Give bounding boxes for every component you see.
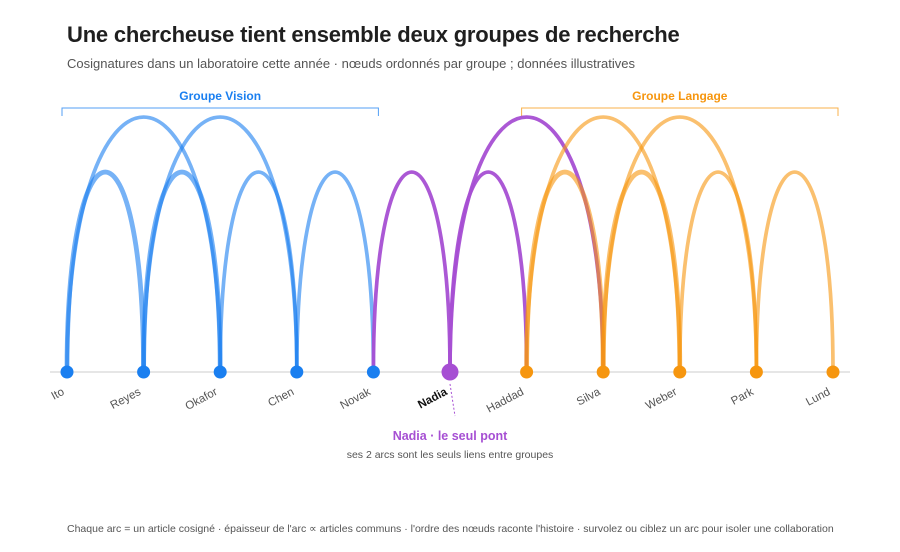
arc-novak-nadia[interactable]: [371, 170, 452, 374]
node-haddad[interactable]: [520, 365, 534, 379]
arcs-layer: [64, 115, 835, 375]
node-nadia[interactable]: [441, 363, 459, 381]
arc-reyes-chen[interactable]: [141, 115, 299, 374]
node-label-haddad: Haddad: [485, 386, 526, 416]
node-label-weber: Weber: [644, 386, 680, 412]
node-label-nadia: Nadia: [416, 386, 450, 412]
group-label-vision: Groupe Vision: [179, 89, 261, 103]
arc-silva-weber[interactable]: [600, 169, 683, 375]
nodes-layer: [60, 363, 840, 381]
group-bracket-vision: [61, 107, 379, 116]
group-label-langage: Groupe Langage: [632, 89, 728, 103]
node-label-reyes: Reyes: [109, 386, 144, 412]
node-park[interactable]: [749, 365, 763, 379]
node-label-park: Park: [729, 386, 756, 408]
group-bracket-langage: [521, 107, 839, 116]
arc-haddad-weber[interactable]: [524, 115, 682, 374]
arc-reyes-okafor[interactable]: [141, 169, 223, 375]
arc-haddad-silva[interactable]: [524, 169, 606, 375]
node-label-chen: Chen: [266, 386, 296, 410]
chart-footer: Chaque arc = un article cosigné · épaiss…: [67, 523, 834, 535]
node-label-novak: Novak: [338, 386, 373, 412]
node-label-silva: Silva: [575, 386, 603, 409]
arc-weber-park[interactable]: [677, 170, 759, 374]
node-label-okafor: Okafor: [183, 386, 219, 413]
node-label-ito: Ito: [49, 386, 66, 403]
labels-layer: Ito Reyes Okafor Chen Novak Nadia Haddad Silva W…: [49, 386, 832, 416]
node-okafor[interactable]: [213, 365, 227, 379]
chart-subtitle: Cosignatures dans un laboratoire cette a…: [67, 56, 636, 71]
callout-title: Nadia · le seul pont: [393, 429, 508, 443]
arc-okafor-chen[interactable]: [218, 170, 299, 374]
node-lund[interactable]: [826, 365, 840, 379]
arc-silva-park[interactable]: [601, 115, 759, 374]
node-ito[interactable]: [60, 365, 74, 379]
arc-chen-novak[interactable]: [294, 170, 376, 374]
node-reyes[interactable]: [137, 365, 151, 379]
chart-title: Une chercheuse tient ensemble deux group…: [67, 22, 680, 47]
node-novak[interactable]: [366, 365, 380, 379]
arc-ito-reyes[interactable]: [64, 169, 146, 375]
node-label-lund: Lund: [804, 386, 832, 409]
callout-leader-line: [449, 383, 456, 417]
arc-nadia-haddad[interactable]: [448, 170, 529, 374]
node-chen[interactable]: [290, 365, 304, 379]
group-brackets: Groupe Vision Groupe Langage: [61, 89, 839, 116]
arc-park-lund[interactable]: [754, 170, 835, 374]
node-silva[interactable]: [596, 365, 610, 379]
node-weber[interactable]: [673, 365, 687, 379]
callout-subtitle: ses 2 arcs sont les seuls liens entre gr…: [347, 449, 554, 461]
arc-ito-okafor[interactable]: [65, 115, 223, 374]
